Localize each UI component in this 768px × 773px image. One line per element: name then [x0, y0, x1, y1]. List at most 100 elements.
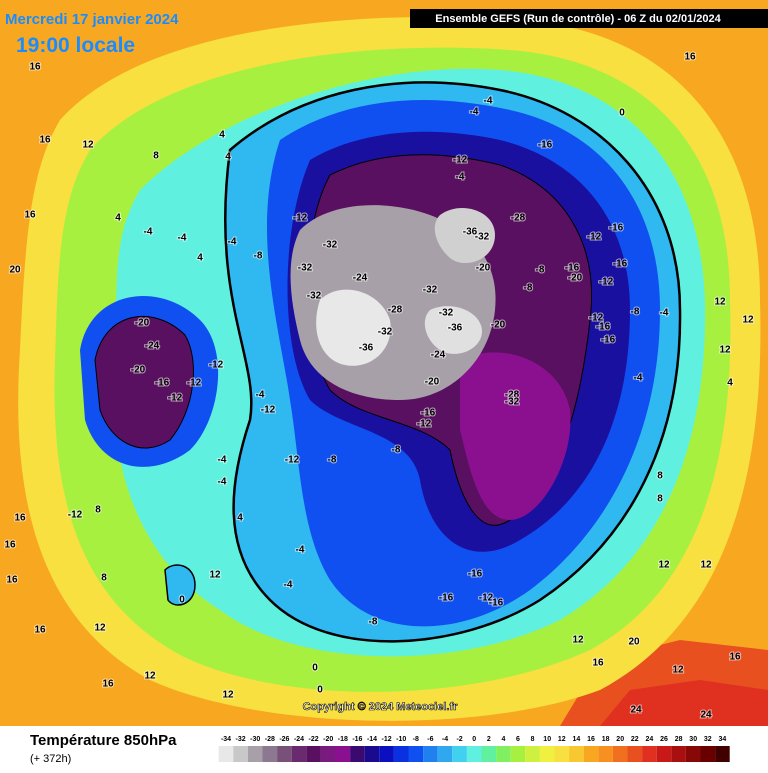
contour-label: -16 [155, 378, 170, 389]
contour-label: -12 [599, 277, 614, 288]
scale-label: 20 [616, 736, 624, 743]
contour-label: 8 [101, 573, 107, 584]
contour-label: -12 [587, 232, 602, 243]
contour-label: -16 [538, 140, 553, 151]
scale-swatch [656, 746, 672, 762]
zone-minus-34-b [424, 306, 483, 354]
contour-label: 16 [4, 540, 16, 551]
contour-label: 16 [102, 679, 114, 690]
zone-minus-32 [434, 207, 495, 264]
contour-label: 24 [630, 705, 642, 716]
contour-label: -16 [601, 335, 616, 346]
contour-label: -20 [568, 273, 583, 284]
scale-label: 4 [501, 736, 505, 743]
scale-label: -2 [456, 736, 462, 743]
contour-label: -4 [256, 390, 265, 401]
contour-label: -24 [353, 273, 368, 284]
hot-zone [600, 680, 768, 726]
contour-label: -8 [631, 307, 640, 318]
scale-label: 22 [631, 736, 639, 743]
scale-swatch [671, 746, 686, 762]
contour-label: -16 [565, 263, 580, 274]
contour-label: -20 [135, 318, 150, 329]
contour-label: -28 [505, 390, 520, 401]
contour-label: -32 [307, 291, 322, 302]
contour-label: 4 [115, 213, 121, 224]
contour-label: 4 [225, 152, 231, 163]
contour-label: -16 [421, 408, 436, 419]
contour-label: 24 [700, 710, 712, 721]
scale-label: 2 [487, 736, 491, 743]
contour-label: -12 [293, 213, 308, 224]
contour-label: 16 [14, 513, 26, 524]
scale-swatch [320, 746, 336, 762]
contour-label: -4 [660, 308, 669, 319]
scale-swatch [700, 746, 716, 762]
contour-label: 12 [572, 635, 584, 646]
scale-label: -26 [279, 736, 289, 743]
contour-label: 16 [34, 625, 46, 636]
model-box [410, 9, 768, 28]
contour-label: -20 [425, 377, 440, 388]
scale-label: 12 [558, 736, 566, 743]
scale-swatch [525, 746, 540, 762]
scale-label: 32 [704, 736, 712, 743]
contour-label: -4 [228, 237, 237, 248]
contour-label: -12 [417, 419, 432, 430]
scale-label: 6 [516, 736, 520, 743]
contour-label: 12 [714, 297, 726, 308]
scale-label: 28 [675, 736, 683, 743]
contour-label: 4 [197, 253, 203, 264]
scale-swatch [715, 746, 730, 762]
scale-swatch [569, 746, 584, 762]
contour-label: 16 [6, 575, 18, 586]
contour-label: 12 [742, 315, 754, 326]
scale-swatch [452, 746, 467, 762]
contour-label: 12 [94, 623, 106, 634]
scale-label: -10 [396, 736, 406, 743]
contour-label: 8 [657, 471, 663, 482]
contour-label: 20 [9, 265, 21, 276]
scale-swatch [685, 746, 701, 762]
contour-label: 4 [219, 130, 225, 141]
contour-label: -16 [613, 259, 628, 270]
pacific-core [94, 315, 194, 449]
contour-label: 12 [222, 690, 234, 701]
contour-label: 8 [95, 505, 101, 516]
scale-swatch [642, 746, 657, 762]
contour-label: -24 [145, 341, 160, 352]
scale-label: 34 [719, 736, 727, 743]
contour-label: -32 [475, 232, 490, 243]
time: 19:00 locale [16, 34, 135, 57]
scale-label: 18 [602, 736, 610, 743]
scale-swatch [393, 746, 409, 762]
contour-label: 0 [317, 685, 323, 696]
scale-swatch [466, 746, 482, 762]
contour-label: 16 [729, 652, 741, 663]
scale-swatch [218, 746, 234, 762]
scale-swatch [247, 746, 263, 762]
contour-label: -8 [524, 283, 533, 294]
scale-swatch [510, 746, 526, 762]
scale-label: 16 [587, 736, 595, 743]
contour-label: -36 [359, 343, 374, 354]
scale-swatch [627, 746, 643, 762]
scale-swatch [583, 746, 599, 762]
contour-label: 16 [684, 52, 696, 63]
zone-minus-34 [316, 289, 391, 366]
scale-label: -18 [338, 736, 348, 743]
contour-label: -4 [484, 96, 493, 107]
contour-label: -16 [596, 322, 611, 333]
contour-label: 0 [619, 108, 625, 119]
contour-label: -4 [144, 227, 153, 238]
scale-swatch [423, 746, 438, 762]
contour-label: -4 [178, 233, 187, 244]
contour-label: 12 [672, 665, 684, 676]
contour-label: 8 [657, 494, 663, 505]
contour-label: -16 [439, 593, 454, 604]
scale-swatch [481, 746, 497, 762]
scale-label: -24 [294, 736, 304, 743]
date: Mercredi 17 janvier 2024 [5, 11, 179, 28]
